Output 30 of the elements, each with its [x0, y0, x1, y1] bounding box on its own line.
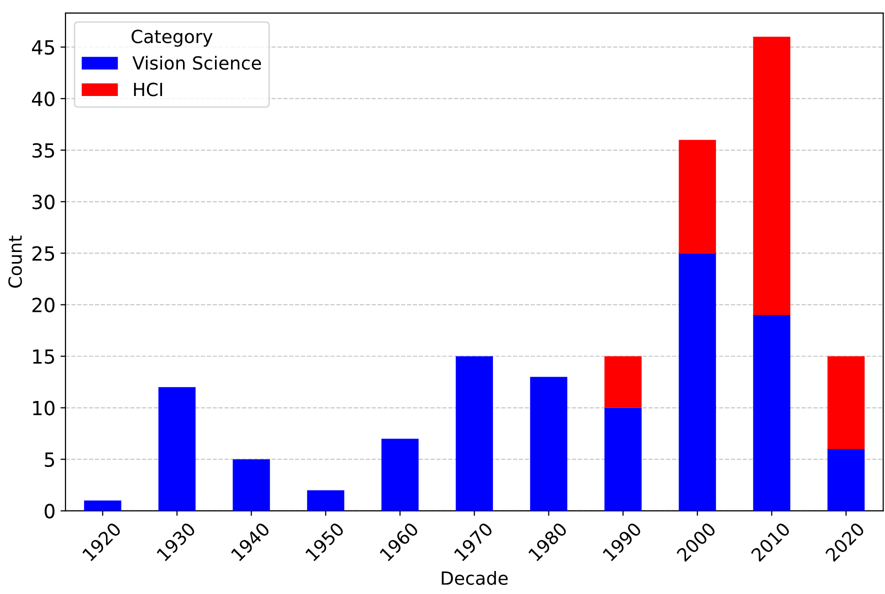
bar [158, 387, 196, 511]
legend-title: Category [132, 30, 213, 47]
y-tick-label: 5 [44, 452, 54, 467]
bar [753, 315, 790, 511]
legend-label: HCI [134, 82, 162, 96]
y-tick-label: 10 [33, 400, 54, 416]
bar [678, 140, 716, 254]
bar [232, 459, 270, 511]
y-tick-label: 45 [32, 40, 54, 55]
bar [678, 253, 716, 511]
y-tick-label: 20 [32, 298, 54, 312]
bar [827, 356, 865, 450]
bar [307, 490, 344, 511]
bar [827, 449, 865, 511]
bar [381, 438, 419, 511]
y-tick-label: 25 [32, 246, 54, 261]
bar [604, 408, 642, 511]
y-tick-label: 30 [32, 194, 54, 210]
y-tick-label: 40 [32, 92, 54, 106]
y-tick-label: 15 [33, 349, 54, 364]
y-tick-label: 0 [44, 504, 54, 519]
x-axis-title: Decade [442, 570, 508, 585]
legend-label: Vision Science [132, 56, 261, 70]
y-axis-title: Count [8, 236, 22, 288]
y-tick-label: 35 [32, 143, 54, 158]
bar [530, 376, 568, 511]
bar [604, 356, 642, 408]
bar [84, 500, 122, 511]
bar [753, 36, 790, 316]
bar [456, 356, 493, 511]
